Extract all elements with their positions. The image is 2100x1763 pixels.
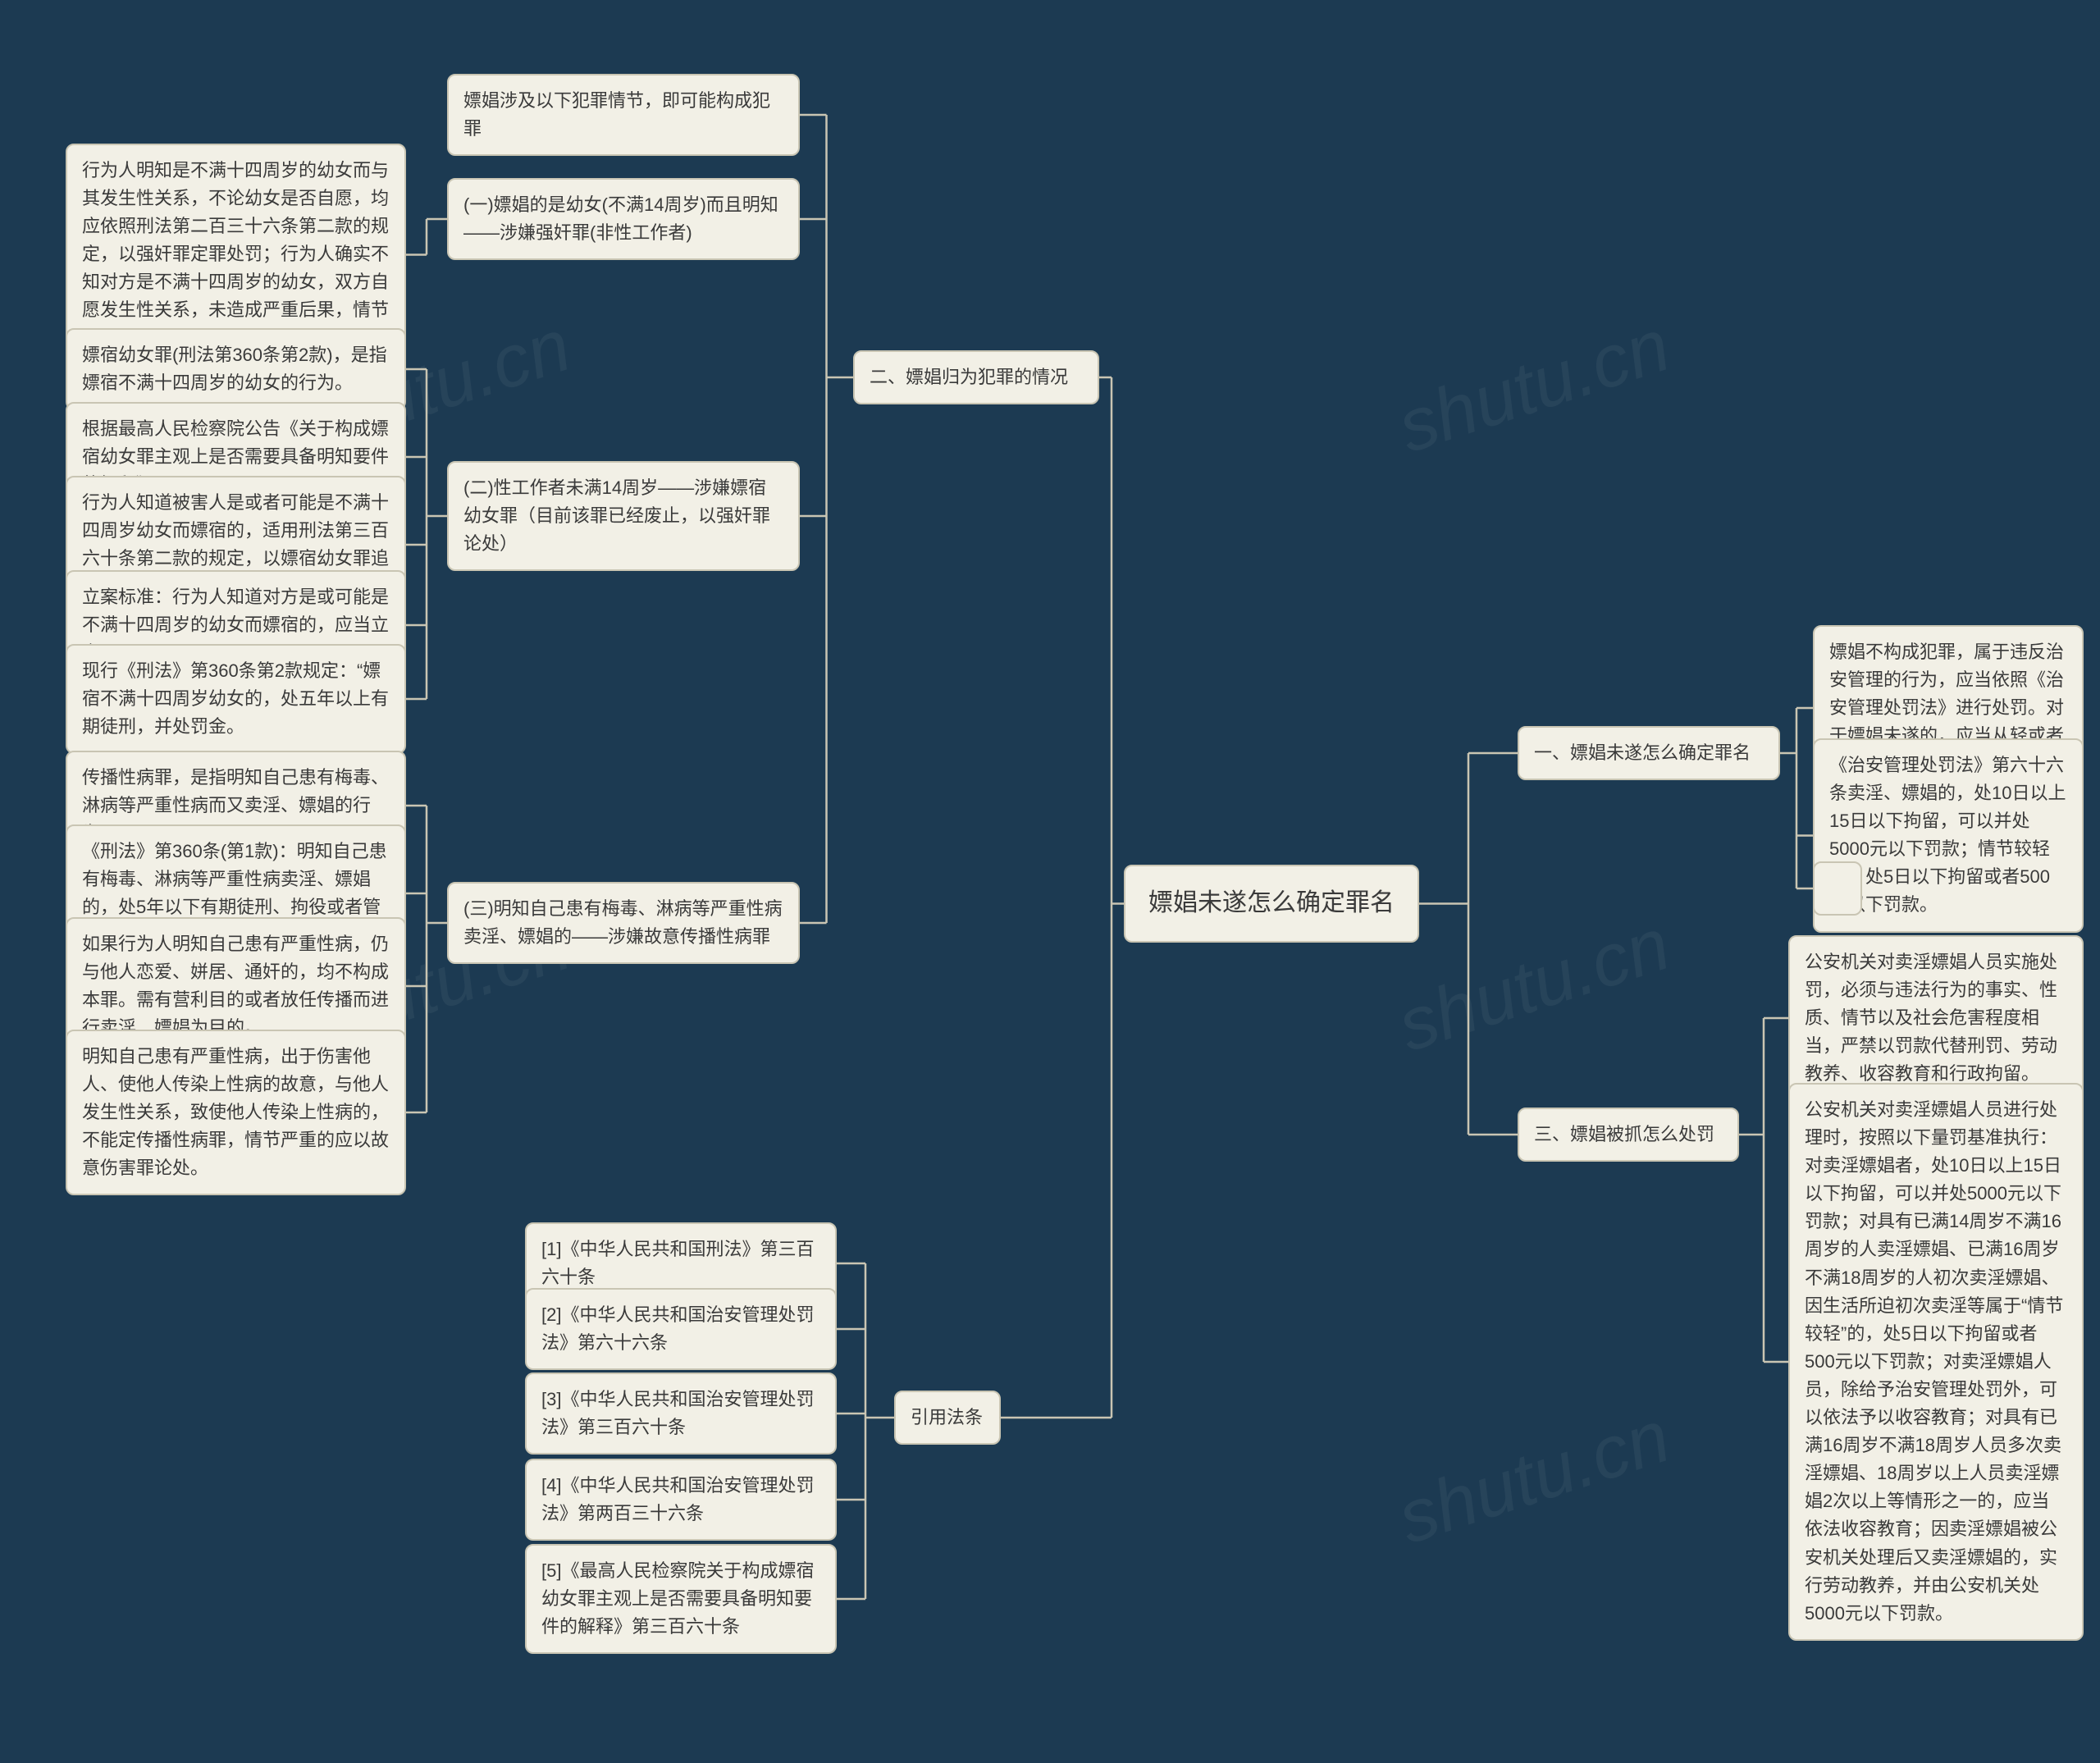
mindmap-node: 公安机关对卖淫嫖娼人员实施处罚，必须与违法行为的事实、性质、情节以及社会危害程度…	[1788, 935, 2084, 1101]
mindmap-node: 一、嫖娼未遂怎么确定罪名	[1518, 726, 1780, 780]
mindmap-node: 嫖娼未遂怎么确定罪名	[1124, 865, 1419, 943]
watermark: shutu.cn	[1388, 304, 1679, 470]
mindmap-node: (三)明知自己患有梅毒、淋病等严重性病卖淫、嫖娼的——涉嫌故意传播性病罪	[447, 882, 800, 964]
mindmap-node: 公安机关对卖淫嫖娼人员进行处理时，按照以下量罚基准执行：对卖淫嫖娼者，处10日以…	[1788, 1083, 2084, 1641]
watermark: shutu.cn	[1388, 1395, 1679, 1561]
watermark: shutu.cn	[1388, 902, 1679, 1069]
mindmap-node: 二、嫖娼归为犯罪的情况	[853, 350, 1099, 404]
mindmap-canvas: shutu.cn shutu.cn shutu.cn shutu.cn shut…	[0, 0, 2100, 1763]
mindmap-node: 现行《刑法》第360条第2款规定：“嫖宿不满十四周岁幼女的，处五年以上有期徒刑，…	[66, 644, 406, 754]
mindmap-node: 明知自己患有严重性病，出于伤害他人、使他人传染上性病的故意，与他人发生性关系，致…	[66, 1030, 406, 1195]
mindmap-node: [3]《中华人民共和国治安管理处罚法》第三百六十条	[525, 1372, 837, 1455]
mindmap-node: [2]《中华人民共和国治安管理处罚法》第六十六条	[525, 1288, 837, 1370]
mindmap-node: 嫖娼涉及以下犯罪情节，即可能构成犯罪	[447, 74, 800, 156]
mindmap-node: 引用法条	[894, 1391, 1001, 1445]
mindmap-node: [4]《中华人民共和国治安管理处罚法》第两百三十六条	[525, 1459, 837, 1541]
mindmap-node: [5]《最高人民检察院关于构成嫖宿幼女罪主观上是否需要具备明知要件的解释》第三百…	[525, 1544, 837, 1654]
mindmap-node	[1813, 861, 1862, 916]
mindmap-node: 嫖宿幼女罪(刑法第360条第2款)，是指嫖宿不满十四周岁的幼女的行为。	[66, 328, 406, 410]
mindmap-node: (二)性工作者未满14周岁——涉嫌嫖宿幼女罪（目前该罪已经废止，以强奸罪论处）	[447, 461, 800, 571]
mindmap-node: (一)嫖娼的是幼女(不满14周岁)而且明知——涉嫌强奸罪(非性工作者)	[447, 178, 800, 260]
mindmap-node: 三、嫖娼被抓怎么处罚	[1518, 1108, 1739, 1162]
